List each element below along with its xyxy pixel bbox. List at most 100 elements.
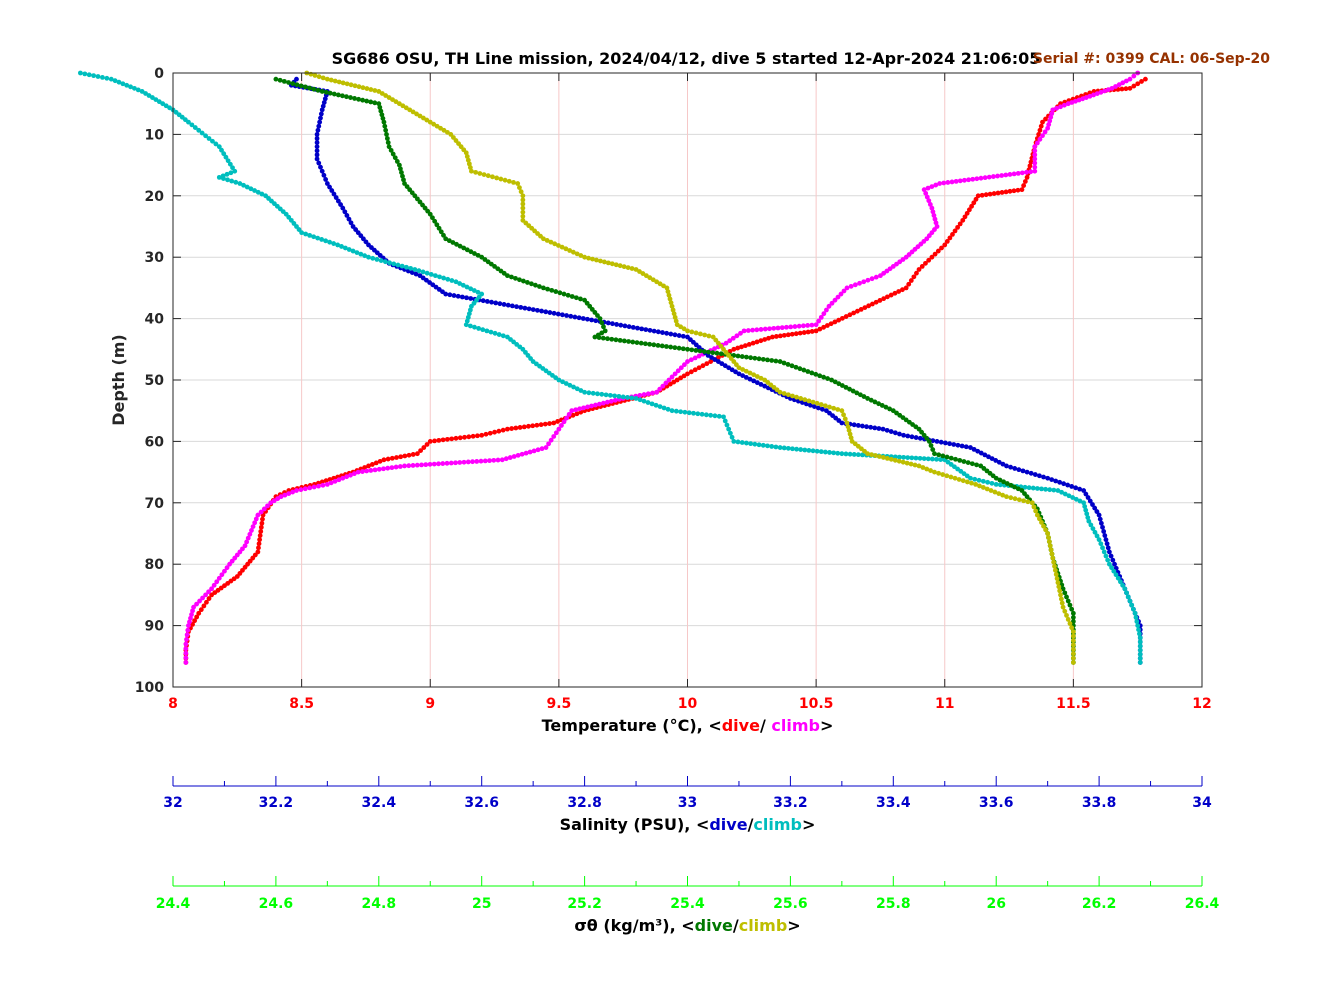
data-point xyxy=(518,304,524,310)
data-point xyxy=(521,278,526,284)
data-point xyxy=(392,155,398,161)
data-point xyxy=(892,430,898,436)
data-point xyxy=(1012,466,1018,471)
data-point xyxy=(402,463,407,469)
data-point xyxy=(1123,78,1129,84)
data-point xyxy=(552,241,558,247)
data-point xyxy=(1070,642,1076,648)
data-point xyxy=(873,299,879,305)
data-point xyxy=(560,379,565,385)
data-point xyxy=(585,316,590,322)
data-point xyxy=(747,376,753,382)
data-point xyxy=(541,285,546,291)
data-point xyxy=(249,528,254,533)
data-point xyxy=(655,342,661,348)
data-point xyxy=(344,94,349,100)
data-point xyxy=(996,459,1002,465)
data-point xyxy=(595,391,600,397)
data-point xyxy=(542,421,548,427)
data-point xyxy=(1139,79,1144,84)
data-point xyxy=(348,82,354,88)
data-point xyxy=(839,315,845,321)
data-point xyxy=(314,136,320,141)
data-point xyxy=(665,406,671,412)
data-point xyxy=(394,159,400,164)
data-point xyxy=(1097,516,1103,522)
data-point xyxy=(883,404,889,410)
data-point xyxy=(336,79,342,85)
data-point xyxy=(578,253,584,258)
data-point xyxy=(851,452,857,457)
data-point xyxy=(521,424,527,430)
data-point xyxy=(597,316,603,321)
axis-label-dive: dive xyxy=(709,815,747,834)
data-point xyxy=(885,294,890,300)
data-point xyxy=(1120,80,1126,86)
data-point xyxy=(1065,101,1071,107)
data-point xyxy=(543,309,549,315)
data-point xyxy=(629,395,635,401)
data-point xyxy=(676,333,682,338)
data-point xyxy=(1133,615,1139,620)
data-point xyxy=(668,300,674,306)
data-point xyxy=(211,582,217,588)
density-tick-label: 26.2 xyxy=(1082,896,1117,912)
data-point xyxy=(302,84,308,90)
data-point xyxy=(1105,545,1111,551)
data-point xyxy=(502,177,508,183)
data-point xyxy=(835,450,841,456)
data-point xyxy=(655,329,661,335)
data-point xyxy=(942,242,948,248)
data-point xyxy=(401,177,406,183)
data-point xyxy=(1065,617,1071,622)
data-point xyxy=(1008,464,1014,470)
data-point xyxy=(680,333,686,339)
data-point xyxy=(673,318,679,324)
data-point xyxy=(937,181,943,186)
data-point xyxy=(496,332,502,337)
data-point xyxy=(730,335,736,341)
data-point xyxy=(573,407,579,413)
data-point xyxy=(1111,568,1117,574)
data-point xyxy=(861,394,867,399)
salinity-axis-label: Salinity (PSU), <dive/climb> xyxy=(560,815,816,834)
data-point xyxy=(332,478,338,484)
data-point xyxy=(329,188,335,193)
data-point xyxy=(817,373,823,379)
data-point xyxy=(209,592,214,598)
data-point xyxy=(692,367,698,373)
data-point xyxy=(448,460,454,466)
data-point xyxy=(718,351,724,357)
data-point xyxy=(424,270,430,276)
data-point xyxy=(336,477,342,483)
data-point xyxy=(318,115,323,121)
data-point xyxy=(949,179,955,185)
data-point xyxy=(592,334,598,340)
data-point xyxy=(432,438,437,444)
data-point xyxy=(1032,164,1038,170)
temperature-tick-label: 12 xyxy=(1192,696,1211,712)
data-point xyxy=(792,324,798,329)
data-point xyxy=(1020,468,1026,474)
data-point xyxy=(333,195,339,200)
data-point xyxy=(964,479,970,485)
data-point xyxy=(621,338,627,344)
data-point xyxy=(232,168,238,174)
data-point xyxy=(808,402,813,408)
data-point xyxy=(1052,567,1058,573)
data-point xyxy=(1064,612,1069,618)
data-point xyxy=(700,363,706,369)
data-point xyxy=(1037,516,1042,522)
data-point xyxy=(1098,520,1104,526)
data-point xyxy=(384,136,390,141)
data-point xyxy=(1077,486,1083,492)
data-point xyxy=(184,637,189,642)
data-point xyxy=(805,369,811,374)
data-point xyxy=(445,436,450,442)
data-point xyxy=(969,203,974,209)
data-point xyxy=(905,455,911,461)
data-point xyxy=(582,254,587,260)
data-point xyxy=(1040,119,1045,125)
data-point xyxy=(825,376,831,381)
data-point xyxy=(1015,187,1021,193)
